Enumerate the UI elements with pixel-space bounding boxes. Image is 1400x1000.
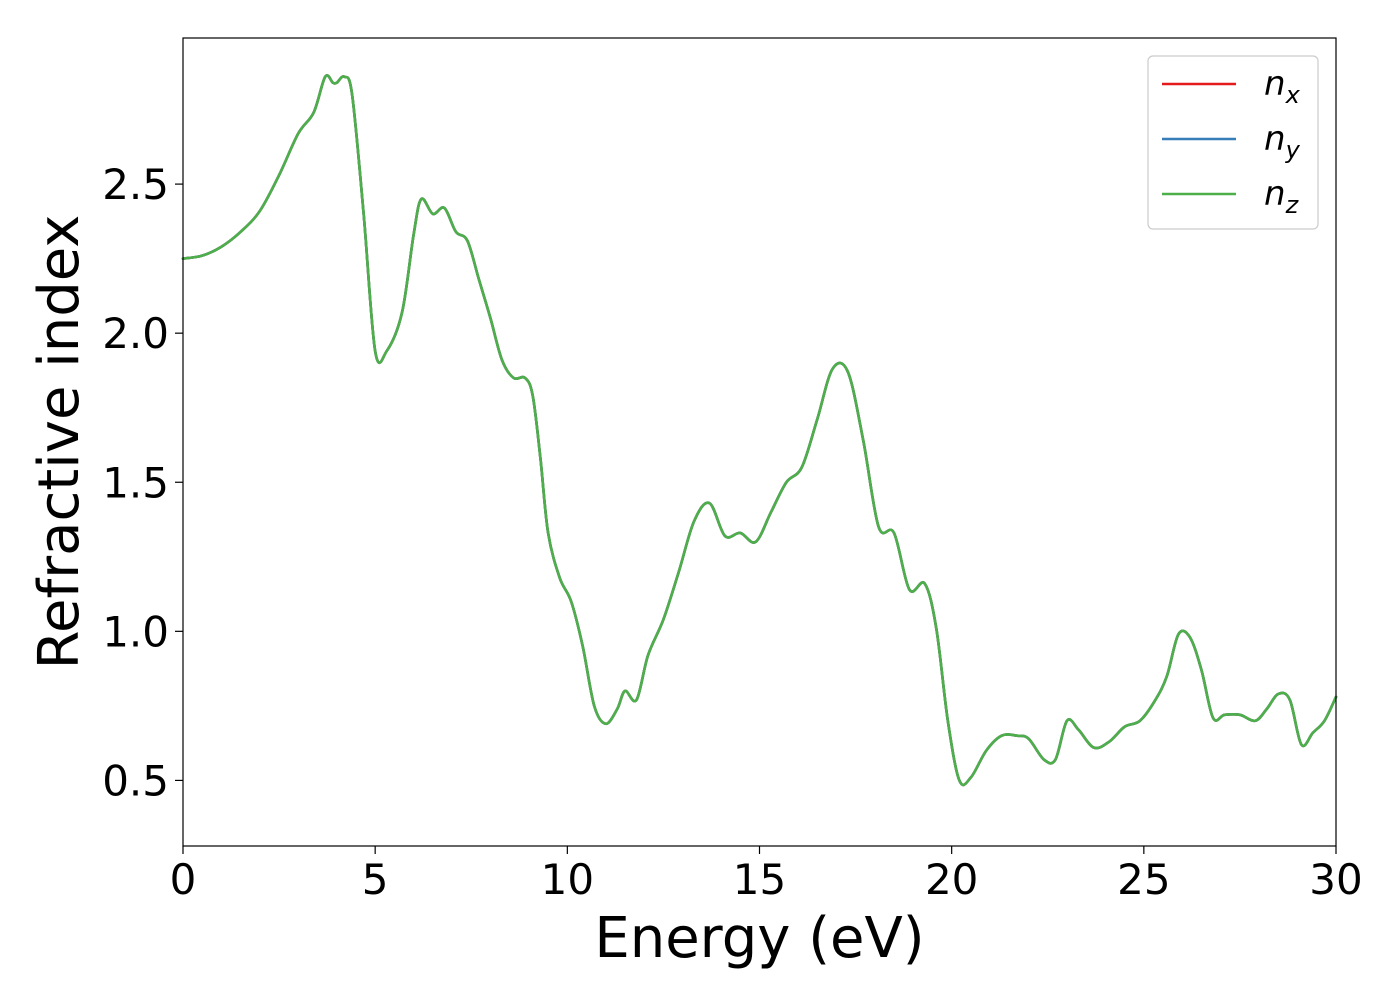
x-axis-ticks: 0 5 10 15 20 25 30 [170, 846, 1363, 904]
y-axis-title: Refractive index [27, 215, 92, 670]
x-axis-title: Energy (eV) [594, 906, 924, 971]
x-tick-label: 5 [362, 855, 389, 904]
x-tick-label: 30 [1309, 855, 1362, 904]
x-tick-label: 0 [170, 855, 197, 904]
legend-label-n-y: ny [1264, 119, 1301, 164]
x-tick-label: 15 [733, 855, 786, 904]
legend-box [1147, 55, 1319, 230]
y-tick-label: 1.5 [102, 458, 169, 507]
x-tick-label: 25 [1117, 855, 1170, 904]
y-tick-label: 0.5 [102, 756, 169, 805]
y-tick-label: 2.0 [102, 309, 169, 358]
x-tick-label: 20 [925, 855, 978, 904]
legend: nx ny nz [1147, 55, 1319, 230]
legend-label-n-z: nz [1264, 174, 1300, 219]
plot-area [183, 38, 1336, 846]
series-layer [181, 74, 1338, 787]
y-axis-ticks: 0.5 1.0 1.5 2.0 2.5 [102, 160, 183, 805]
x-tick-label: 10 [541, 855, 594, 904]
y-tick-label: 1.0 [102, 607, 169, 656]
series-line-n-z [181, 74, 1338, 787]
legend-label-n-x: nx [1264, 64, 1301, 109]
y-tick-label: 2.5 [102, 160, 169, 209]
